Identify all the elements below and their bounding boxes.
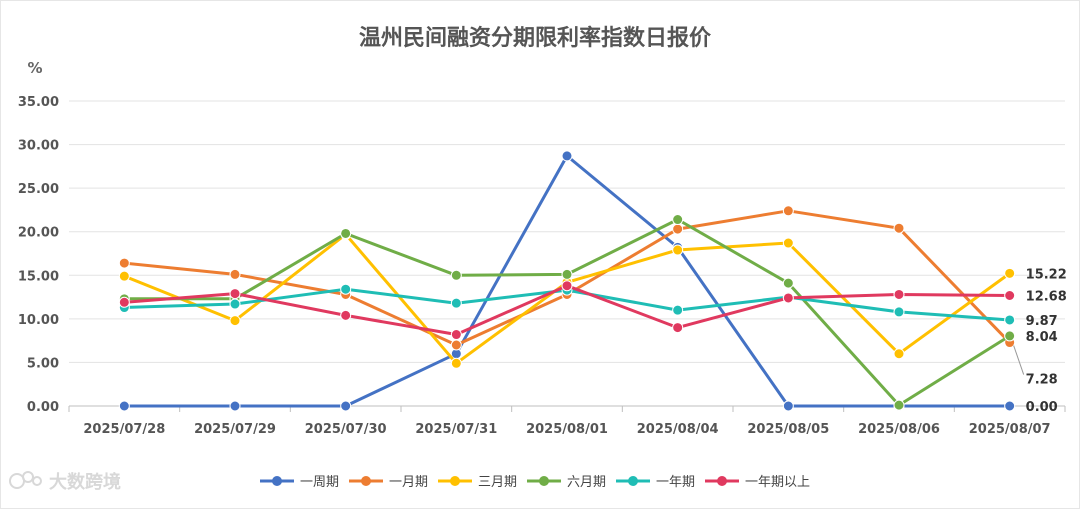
data-point	[672, 244, 684, 256]
data-point	[561, 268, 573, 280]
data-point	[1004, 330, 1016, 342]
data-point	[893, 399, 905, 411]
end-value-label: 9.87	[1026, 314, 1058, 329]
data-point	[118, 400, 130, 412]
legend-swatch-dot	[717, 476, 727, 486]
legend-swatch-dot	[272, 476, 282, 486]
label-leader-line	[1013, 345, 1025, 375]
x-tick-label: 2025/08/01	[526, 422, 608, 437]
end-value-label: 12.68	[1026, 290, 1067, 305]
data-point	[340, 400, 352, 412]
x-tick-label: 2025/08/06	[858, 422, 940, 437]
data-point	[672, 322, 684, 334]
data-point	[1004, 400, 1016, 412]
x-tick-label: 2025/08/05	[747, 422, 829, 437]
data-point	[1004, 267, 1016, 279]
legend-swatch-dot	[450, 476, 460, 486]
legend-label: 一周期	[300, 475, 339, 490]
data-point	[450, 297, 462, 309]
series-lines	[118, 150, 1016, 412]
data-point	[672, 223, 684, 235]
legend-swatch-dot	[628, 476, 638, 486]
y-tick-label: 25.00	[18, 182, 59, 197]
y-axis-ticks: 0.00 5.00 10.00 15.00 20.00 25.00 30.00 35.00	[18, 95, 59, 415]
data-point	[782, 292, 794, 304]
x-tick-label: 2025/07/28	[83, 422, 165, 437]
x-tick-label: 2025/07/30	[305, 422, 387, 437]
x-tick-label: 2025/07/29	[194, 422, 276, 437]
legend-item[interactable]: 一月期	[349, 475, 428, 490]
data-point	[450, 357, 462, 369]
data-point	[229, 288, 241, 300]
legend-item[interactable]: 六月期	[527, 475, 606, 490]
y-tick-label: 30.00	[18, 139, 59, 154]
legend-item[interactable]: 一年期以上	[705, 475, 810, 490]
legend-label: 一年期以上	[745, 475, 810, 490]
data-point	[782, 237, 794, 249]
data-point	[672, 214, 684, 226]
data-point	[782, 205, 794, 217]
data-point	[561, 150, 573, 162]
data-point	[229, 315, 241, 327]
data-point	[118, 270, 130, 282]
data-point	[893, 288, 905, 300]
data-point	[229, 298, 241, 310]
y-tick-label: 10.00	[18, 313, 59, 328]
data-point	[450, 329, 462, 341]
y-tick-label: 20.00	[18, 226, 59, 241]
data-point	[561, 280, 573, 292]
x-tick-label: 2025/08/07	[969, 422, 1051, 437]
data-point	[893, 306, 905, 318]
grid-lines	[69, 100, 1065, 407]
data-point	[672, 304, 684, 316]
data-point	[450, 269, 462, 281]
end-value-label: 15.22	[1026, 267, 1067, 282]
watermark-text: 大数跨境	[49, 471, 121, 493]
chart-title: 温州民间融资分期限利率指数日报价	[359, 25, 712, 51]
data-point	[1004, 290, 1016, 302]
y-tick-label: 15.00	[18, 269, 59, 284]
data-point	[893, 222, 905, 234]
data-point	[340, 283, 352, 295]
data-point	[340, 309, 352, 321]
data-point	[450, 339, 462, 351]
x-tick-label: 2025/08/04	[637, 422, 719, 437]
data-point	[118, 296, 130, 308]
data-point	[229, 268, 241, 280]
legend-swatch-dot	[539, 476, 549, 486]
legend-label: 六月期	[567, 475, 606, 490]
y-tick-label: 0.00	[27, 400, 59, 415]
end-value-label: 7.28	[1026, 373, 1058, 388]
logo-icon	[9, 471, 42, 489]
end-value-label: 0.00	[1026, 400, 1058, 415]
legend: 一周期 一月期 三月期 六月期 一年期 一年期以上	[260, 475, 810, 490]
legend-label: 三月期	[478, 475, 517, 490]
data-point	[340, 227, 352, 239]
x-tick-label: 2025/07/31	[415, 422, 497, 437]
legend-swatch-dot	[361, 476, 371, 486]
legend-label: 一年期	[656, 475, 695, 490]
legend-item[interactable]: 一周期	[260, 475, 339, 490]
legend-item[interactable]: 一年期	[616, 475, 695, 490]
data-point	[229, 400, 241, 412]
legend-label: 一月期	[389, 475, 428, 490]
series-4	[118, 214, 1016, 411]
series-6	[118, 280, 1016, 341]
x-axis-ticks: 2025/07/28 2025/07/29 2025/07/30 2025/07/31…	[68, 406, 1066, 437]
end-value-label: 8.04	[1026, 330, 1058, 345]
series-line	[122, 218, 1012, 407]
y-tick-label: 5.00	[27, 356, 59, 371]
data-point	[782, 400, 794, 412]
data-point	[118, 257, 130, 269]
y-tick-label: 35.00	[18, 95, 59, 110]
watermark: 大数跨境	[9, 471, 121, 493]
legend-item[interactable]: 三月期	[438, 475, 517, 490]
data-point	[1004, 314, 1016, 326]
data-point	[782, 277, 794, 289]
data-point	[893, 348, 905, 360]
y-axis-unit: %	[27, 59, 42, 77]
end-labels: 0.00 7.28 15.22 8.049.87 12.68	[1013, 267, 1067, 415]
